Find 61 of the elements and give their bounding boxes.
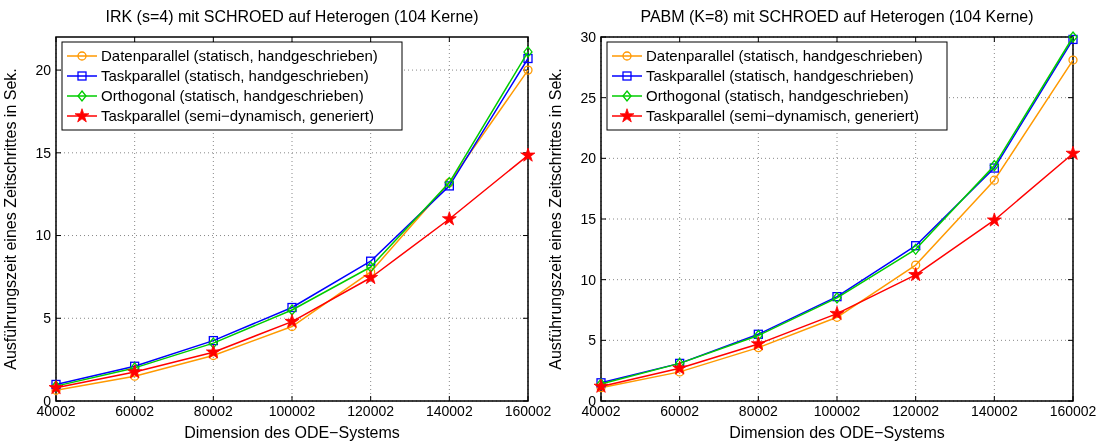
point (523, 53, 533, 64)
y-tick-label: 10 (580, 271, 597, 288)
point (284, 313, 300, 328)
point (911, 241, 921, 251)
legend-label: Taskparallel (statisch, handgeschrieben) (101, 67, 369, 85)
point (989, 163, 999, 173)
point (911, 243, 921, 255)
legend-label: Orthogonal (statisch, handgeschrieben) (101, 87, 364, 105)
x-tick-label: 120002 (892, 403, 940, 419)
legend-label: Taskparallel (semi−dynamisch, generiert) (646, 107, 920, 125)
x-tick-label: 60002 (660, 403, 700, 419)
point (908, 267, 924, 282)
x-tick-label: 80002 (193, 403, 234, 419)
x-axis-title: Dimension des ODE−Systems (729, 424, 945, 441)
point (523, 46, 533, 58)
legend-label: Taskparallel (semi−dynamisch, generiert) (101, 107, 375, 125)
point (363, 270, 379, 285)
legend-label: Datenparallel (statisch, handgeschrieben) (101, 47, 378, 65)
point (523, 65, 533, 75)
point (989, 175, 999, 185)
point (1065, 145, 1081, 160)
x-tick-label: 100002 (268, 403, 316, 419)
y-tick-label: 30 (580, 28, 597, 45)
point (829, 305, 845, 320)
point (441, 211, 457, 226)
x-tick-label: 80002 (738, 403, 779, 419)
legend-label: Orthogonal (statisch, handgeschrieben) (646, 87, 909, 105)
point (520, 147, 536, 162)
point (911, 260, 921, 270)
y-tick-label: 15 (35, 144, 52, 161)
x-tick-label: 140002 (425, 403, 473, 419)
legend-label: Datenparallel (statisch, handgeschrieben) (646, 47, 923, 65)
point (444, 181, 454, 191)
x-tick-label: 160002 (1049, 403, 1097, 419)
point (366, 261, 376, 273)
chart-title: IRK (s=4) mit SCHROED auf Heterogen (104 Kerne) (105, 8, 479, 25)
y-tick-label: 20 (580, 150, 597, 167)
chart-title: PABM (K=8) mit SCHROED auf Heterogen (104 Kerne) (640, 8, 1034, 25)
x-tick-label: 140002 (970, 403, 1018, 419)
x-axis-title: Dimension des ODE−Systems (184, 424, 400, 441)
x-tick-label: 120002 (347, 403, 395, 419)
y-tick-label: 20 (35, 61, 52, 78)
legend-label: Taskparallel (statisch, handgeschrieben) (646, 67, 914, 85)
x-tick-label: 100002 (813, 403, 861, 419)
point (1068, 55, 1078, 65)
point (672, 360, 688, 375)
point (750, 336, 766, 351)
y-axis-title: Ausführungszeit eines Zeitschrittes in Sek. (2, 68, 19, 370)
point (986, 212, 1002, 227)
point (366, 256, 376, 266)
y-tick-label: 25 (580, 89, 597, 106)
y-tick-label: 5 (588, 332, 597, 349)
y-tick-label: 15 (580, 210, 597, 227)
x-tick-label: 160002 (504, 403, 552, 419)
y-axis-title: Ausführungszeit eines Zeitschrittes in Sek. (547, 68, 564, 370)
point (127, 364, 143, 379)
point (989, 159, 999, 172)
y-tick-label: 10 (35, 227, 52, 244)
y-tick-label: 5 (43, 310, 52, 327)
point (205, 344, 221, 359)
x-tick-label: 60002 (115, 403, 155, 419)
